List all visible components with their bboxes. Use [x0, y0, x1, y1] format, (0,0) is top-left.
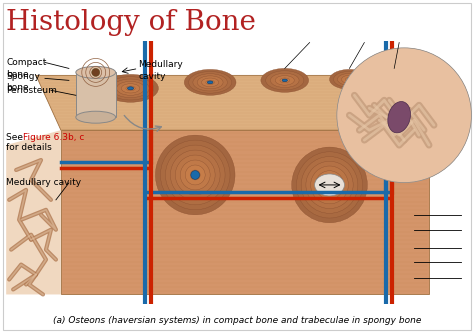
Bar [61, 130, 429, 294]
Ellipse shape [197, 76, 223, 89]
Ellipse shape [261, 68, 309, 92]
Circle shape [93, 69, 99, 75]
Text: for details: for details [6, 143, 52, 152]
Ellipse shape [292, 147, 367, 223]
Ellipse shape [76, 111, 116, 123]
Ellipse shape [76, 66, 116, 78]
Ellipse shape [387, 74, 401, 82]
Ellipse shape [341, 75, 357, 83]
Ellipse shape [271, 73, 299, 88]
Ellipse shape [103, 74, 158, 102]
Text: See: See [6, 133, 26, 142]
Ellipse shape [170, 150, 220, 200]
Ellipse shape [391, 76, 398, 80]
Ellipse shape [201, 78, 219, 87]
Ellipse shape [117, 81, 145, 95]
Ellipse shape [165, 145, 225, 205]
Ellipse shape [155, 135, 235, 215]
Text: Medullary
cavity: Medullary cavity [138, 61, 183, 81]
Text: Histology of Bone: Histology of Bone [6, 9, 256, 36]
Ellipse shape [107, 77, 154, 100]
Ellipse shape [193, 74, 228, 91]
Ellipse shape [301, 157, 358, 213]
Ellipse shape [334, 71, 365, 87]
Text: Compact
bone: Compact bone [6, 59, 46, 79]
Ellipse shape [175, 155, 215, 195]
Ellipse shape [112, 79, 149, 98]
Ellipse shape [282, 79, 287, 82]
Ellipse shape [315, 171, 344, 199]
Ellipse shape [121, 84, 140, 93]
Text: Spongy
bone: Spongy bone [6, 72, 40, 93]
Circle shape [337, 48, 472, 183]
Ellipse shape [180, 160, 210, 190]
Ellipse shape [347, 78, 352, 81]
Ellipse shape [392, 78, 396, 79]
Circle shape [92, 68, 100, 76]
Text: (a) Osteons (haversian systems) in compact bone and trabeculae in spongy bone: (a) Osteons (haversian systems) in compa… [53, 316, 421, 325]
Ellipse shape [388, 102, 410, 133]
Bar [76, 72, 116, 117]
Ellipse shape [325, 181, 334, 189]
Ellipse shape [329, 69, 369, 89]
Text: Periosteum: Periosteum [6, 86, 57, 95]
Ellipse shape [325, 180, 334, 190]
Ellipse shape [320, 175, 339, 194]
Ellipse shape [306, 161, 353, 208]
Polygon shape [36, 75, 429, 130]
Ellipse shape [379, 70, 409, 86]
Text: Medullary cavity: Medullary cavity [6, 178, 82, 187]
Ellipse shape [207, 81, 213, 84]
Ellipse shape [191, 170, 200, 179]
Ellipse shape [128, 87, 134, 90]
Ellipse shape [280, 78, 290, 83]
Ellipse shape [383, 72, 405, 84]
Ellipse shape [126, 86, 135, 91]
Ellipse shape [206, 80, 214, 85]
Ellipse shape [160, 140, 230, 210]
Text: Figure 6.3b, c: Figure 6.3b, c [23, 133, 84, 142]
Ellipse shape [275, 76, 294, 85]
Ellipse shape [184, 69, 236, 95]
Polygon shape [6, 130, 61, 294]
Ellipse shape [265, 71, 304, 90]
Ellipse shape [296, 152, 363, 218]
Ellipse shape [185, 165, 205, 185]
Ellipse shape [189, 72, 232, 93]
Ellipse shape [337, 73, 361, 85]
Ellipse shape [315, 174, 345, 196]
Ellipse shape [346, 77, 354, 81]
Ellipse shape [190, 170, 200, 180]
Ellipse shape [310, 166, 348, 204]
